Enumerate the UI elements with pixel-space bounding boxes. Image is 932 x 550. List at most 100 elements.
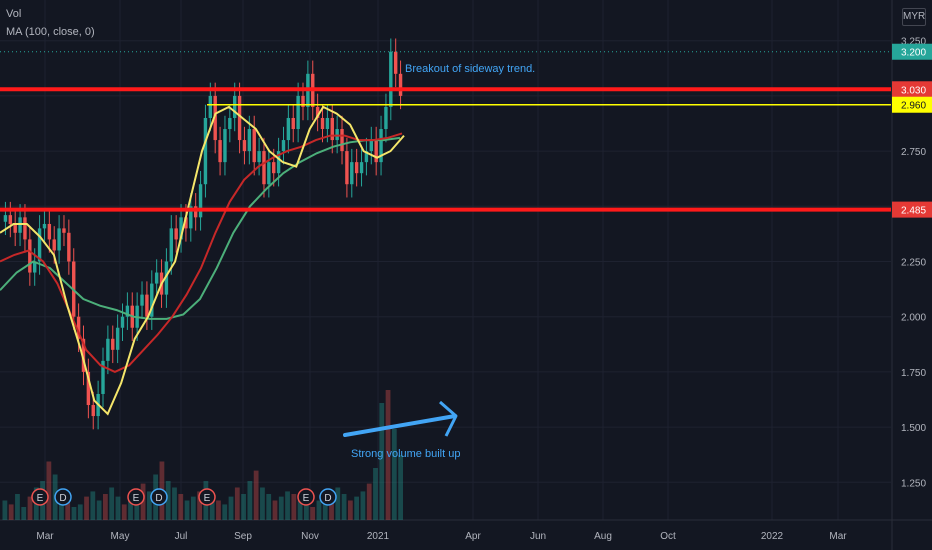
volume-bar	[190, 496, 196, 520]
dividend-marker[interactable]: D	[319, 488, 337, 506]
volume-legend[interactable]: Vol	[6, 8, 22, 20]
candle-body	[18, 217, 22, 233]
candle-body	[37, 228, 42, 262]
volume-bar	[391, 429, 397, 520]
time-tick-label: 2021	[367, 531, 390, 542]
volume-bar	[216, 500, 221, 520]
time-tick-label: Nov	[301, 531, 319, 542]
candle-body	[374, 140, 378, 163]
volume-bar	[253, 470, 259, 520]
breakout-annotation[interactable]: Breakout of sideway trend.	[405, 63, 535, 75]
time-tick-label: Oct	[660, 531, 676, 542]
candle-body	[369, 140, 373, 152]
volume-bar	[322, 494, 328, 520]
marker-letter: E	[37, 493, 44, 504]
earnings-marker[interactable]: E	[31, 488, 49, 506]
volume-bar	[90, 491, 96, 520]
volume-bar	[46, 461, 52, 520]
earnings-marker[interactable]: E	[127, 488, 145, 506]
volume-bar	[291, 494, 297, 520]
volume-bar	[266, 494, 272, 520]
volume-bar	[335, 487, 341, 520]
volume-annotation[interactable]: Strong volume built up	[351, 448, 460, 460]
time-tick-label: Jul	[175, 531, 188, 542]
candle-body	[359, 162, 364, 174]
dividend-marker[interactable]: D	[150, 488, 168, 506]
candle-body	[267, 162, 271, 185]
candle-body	[276, 151, 281, 174]
candle-body	[140, 294, 144, 306]
volume-bar	[316, 500, 322, 520]
time-tick-label: 2022	[761, 531, 784, 542]
ma-fast-line[interactable]	[0, 105, 405, 416]
candle-body	[28, 239, 32, 273]
volume-bar	[379, 403, 385, 520]
volume-arrow-head[interactable]	[439, 400, 458, 437]
candle-body	[340, 129, 344, 152]
candle-body	[76, 316, 81, 339]
volume-bar	[241, 494, 246, 520]
candle-body	[169, 228, 173, 262]
price-label-text: 2.960	[901, 101, 926, 112]
time-tick-label: Mar	[829, 531, 847, 542]
marker-circle	[150, 488, 168, 506]
time-tick-label: Jun	[530, 531, 546, 542]
candle-body	[213, 95, 217, 141]
currency-badge[interactable]: MYR	[902, 8, 926, 26]
volume-bar	[310, 507, 316, 520]
volume-bar	[84, 496, 89, 520]
marker-letter: D	[59, 493, 66, 504]
price-tick-label: 2.750	[901, 147, 926, 158]
volume-bar	[197, 491, 202, 520]
time-tick-label: Mar	[36, 531, 54, 542]
volume-bar	[260, 487, 265, 520]
volume-bar	[77, 504, 83, 520]
volume-bar	[373, 468, 378, 520]
ma-legend[interactable]: MA (100, close, 0)	[6, 26, 95, 38]
candle-body	[223, 129, 227, 163]
ma-100-line[interactable]	[0, 136, 401, 320]
price-label-text: 3.030	[901, 85, 926, 96]
candle-body	[115, 327, 120, 350]
price-label-box	[892, 81, 932, 98]
volume-bar	[96, 500, 102, 520]
volume-arrow-shaft[interactable]	[343, 414, 457, 437]
volume-bar	[228, 496, 234, 520]
volume-bar	[103, 494, 108, 520]
earnings-marker[interactable]: E	[297, 488, 315, 506]
candle-body	[150, 283, 154, 317]
candle-body	[208, 95, 213, 118]
candle-body	[272, 162, 276, 174]
volume-bar	[27, 496, 33, 520]
candle-body	[154, 272, 159, 284]
volume-bar	[184, 500, 190, 520]
candle-body	[291, 117, 295, 130]
candle-body	[398, 73, 403, 96]
volume-bar	[128, 500, 133, 520]
candle-body	[320, 117, 325, 130]
candle-body	[389, 51, 393, 107]
volume-bar	[2, 500, 8, 520]
price-label-text: 2.485	[901, 206, 926, 217]
candle-body	[301, 95, 305, 107]
grid	[0, 0, 891, 520]
volume-bar	[297, 500, 303, 520]
candle-body	[354, 162, 359, 174]
marker-circle	[319, 488, 337, 506]
volume-bar	[341, 494, 347, 520]
candle-body	[198, 184, 203, 218]
candle-body	[242, 140, 247, 152]
earnings-marker[interactable]: E	[198, 488, 216, 506]
volume-bar	[109, 487, 115, 520]
candle-body	[325, 117, 330, 130]
candle-body	[23, 217, 27, 240]
dividend-marker[interactable]: D	[54, 488, 72, 506]
volume-bar	[134, 494, 140, 520]
candle-body	[42, 223, 47, 229]
volume-bar	[165, 481, 171, 520]
candle-body	[364, 151, 369, 163]
candle-body	[81, 338, 86, 372]
candle-body	[33, 261, 37, 273]
candle-body	[228, 117, 232, 130]
